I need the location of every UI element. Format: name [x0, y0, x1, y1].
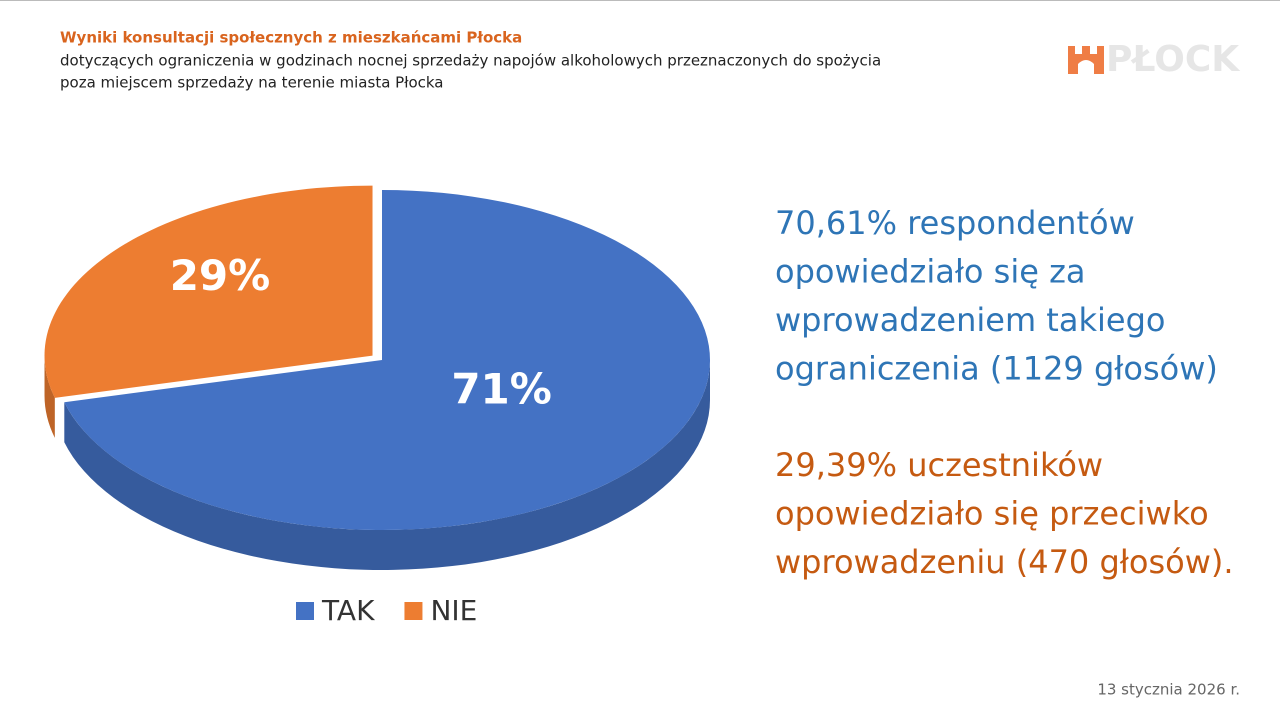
summary-line: 70,61% respondentów	[775, 204, 1135, 242]
summary-line: opowiedziało się za	[775, 253, 1086, 291]
logo-icon	[1068, 46, 1104, 74]
summary-line: ograniczenia (1129 głosów)	[775, 350, 1218, 388]
summary-line: wprowadzeniem takiego	[775, 301, 1165, 339]
pie-chart: 71% 29% TAK NIE	[44, 185, 710, 627]
slice-side	[44, 355, 55, 438]
summary-line: 29,39% uczestników	[775, 446, 1103, 484]
subtitle: dotyczących ograniczenia w godzinach noc…	[60, 52, 881, 70]
summary: 70,61% respondentów opowiedziało się za wp…	[775, 204, 1234, 581]
slice	[44, 185, 373, 398]
date: 13 stycznia 2026 r.	[1097, 681, 1240, 699]
logo: PŁOCK	[1068, 39, 1240, 80]
data-label: 71%	[451, 365, 552, 414]
legend-swatch	[296, 602, 314, 620]
slice-side	[64, 360, 710, 570]
data-label: 29%	[170, 251, 271, 300]
slide-title: Wyniki konsultacji społecznych z mieszka…	[60, 29, 522, 47]
legend-swatch	[404, 602, 423, 620]
slice	[64, 190, 710, 530]
summary-line: wprowadzeniu (470 głosów).	[775, 543, 1234, 581]
logo-text: PŁOCK	[1106, 39, 1240, 80]
summary-line: opowiedziało się przeciwko	[775, 495, 1209, 533]
subtitle: poza miejscem sprzedaży na terenie miast…	[60, 74, 444, 92]
legend-label: NIE	[430, 594, 477, 627]
legend-label: TAK	[321, 594, 375, 627]
